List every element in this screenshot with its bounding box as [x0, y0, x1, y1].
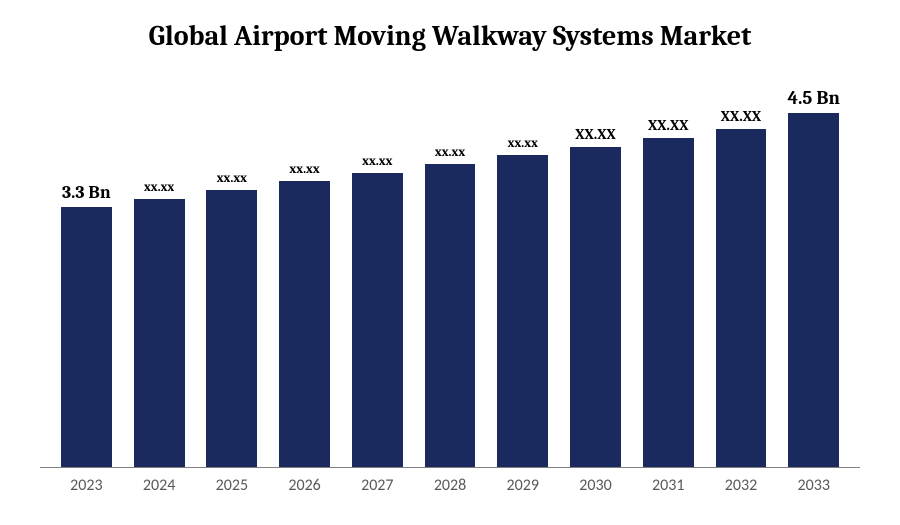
x-axis: 2023202420252026202720282029203020312032…: [40, 468, 860, 495]
x-axis-label: 2024: [123, 476, 196, 495]
x-axis-label: 2027: [341, 476, 414, 495]
chart-title: Global Airport Moving Walkway Systems Ma…: [40, 20, 860, 54]
bar: [352, 173, 403, 467]
bar: [425, 164, 476, 467]
bar: [279, 181, 330, 467]
x-axis-label: 2029: [486, 476, 559, 495]
bar: [497, 155, 548, 467]
bar-value-label: xx.xx: [217, 171, 247, 186]
bar-group: XX.XX: [559, 74, 632, 467]
bar-group: xx.xx: [414, 74, 487, 467]
bar-group: xx.xx: [123, 74, 196, 467]
bar-value-label: xx.xx: [289, 162, 319, 177]
bar: [134, 199, 185, 467]
bar-group: xx.xx: [341, 74, 414, 467]
x-axis-label: 2030: [559, 476, 632, 495]
bar-value-label: 3.3 Bn: [62, 182, 111, 203]
bar: [206, 190, 257, 467]
bar-group: XX.XX: [632, 74, 705, 467]
bar-group: XX.XX: [705, 74, 778, 467]
bar-group: xx.xx: [195, 74, 268, 467]
x-axis-label: 2026: [268, 476, 341, 495]
x-axis-label: 2028: [414, 476, 487, 495]
bar-value-label: XX.XX: [721, 107, 761, 125]
bar-value-label: xx.xx: [435, 145, 465, 160]
x-axis-label: 2032: [705, 476, 778, 495]
bar-value-label: 4.5 Bn: [787, 87, 839, 109]
bar-value-label: XX.XX: [648, 116, 688, 134]
bar-group: 3.3 Bn: [50, 74, 123, 467]
plot-area: 3.3 Bn xx.xx xx.xx xx.xx xx.xx xx.xx xx.xx XX.X…: [40, 74, 860, 468]
bar-group: xx.xx: [268, 74, 341, 467]
x-axis-label: 2025: [195, 476, 268, 495]
bar: [643, 138, 694, 467]
bar-group: 4.5 Bn: [777, 74, 850, 467]
bar: [61, 207, 112, 467]
bar-value-label: xx.xx: [362, 154, 392, 169]
x-axis-label: 2023: [50, 476, 123, 495]
chart-container: Global Airport Moving Walkway Systems Ma…: [0, 0, 900, 525]
bar-value-label: xx.xx: [144, 180, 174, 195]
x-axis-label: 2033: [777, 476, 850, 495]
bar: [788, 113, 839, 467]
bar-value-label: XX.XX: [575, 125, 615, 143]
bar-value-label: xx.xx: [508, 136, 538, 151]
bar: [570, 147, 621, 467]
x-axis-label: 2031: [632, 476, 705, 495]
bar: [716, 129, 767, 467]
bar-group: xx.xx: [486, 74, 559, 467]
